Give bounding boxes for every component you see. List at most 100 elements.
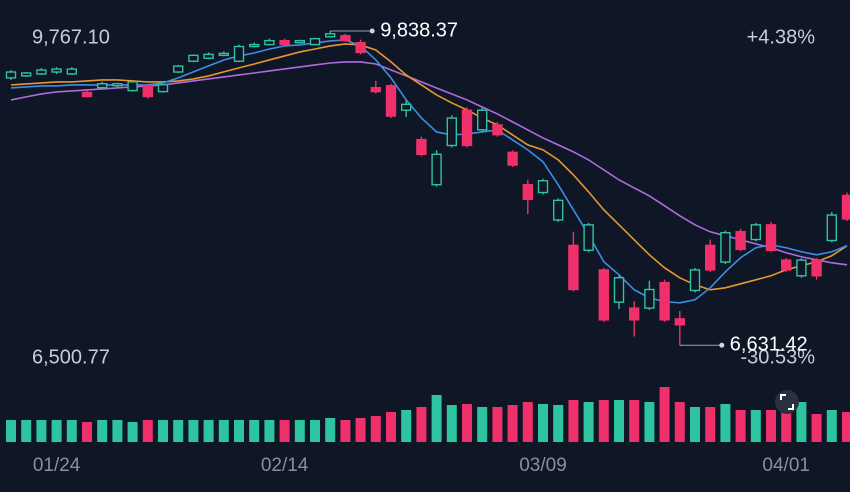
candle-body [583, 224, 594, 252]
y-tick-label: 9,767.10 [32, 26, 110, 48]
candle-body [537, 180, 549, 194]
candle-body [765, 224, 777, 252]
volume-bar [127, 422, 138, 442]
volume-bar [538, 404, 548, 442]
candle-body [598, 269, 609, 321]
volume-bar [249, 420, 260, 442]
volume-bar [386, 412, 396, 442]
volume-bar [36, 420, 47, 442]
volume-bar [173, 420, 184, 442]
volume-bar [82, 422, 92, 442]
candle-body [689, 269, 701, 292]
candle-body [294, 39, 305, 44]
candle-body [522, 183, 533, 201]
volume-bar [355, 418, 366, 442]
candle-body [659, 281, 670, 321]
volume-bar [370, 416, 381, 442]
x-tick-label: 02/14 [261, 455, 309, 476]
volume-bar [750, 410, 761, 442]
volume-bar [674, 402, 685, 442]
volume-bar [796, 402, 807, 442]
volume-bar [477, 407, 488, 442]
volume-bar [112, 420, 123, 442]
candle-body [66, 68, 78, 75]
volume-bar [811, 414, 822, 442]
volume-bar [340, 420, 351, 442]
volume-bar [279, 420, 290, 442]
x-tick-label: 01/24 [33, 455, 81, 476]
volume-bar [522, 402, 533, 442]
candle-body [477, 109, 488, 131]
candle-body [446, 117, 457, 147]
volume-bar [158, 420, 168, 442]
volume-bar [583, 402, 594, 442]
candle-body [157, 84, 169, 93]
volume-bar [690, 407, 700, 442]
candle-body [51, 68, 62, 73]
volume-bar [294, 420, 305, 442]
candle-body [416, 138, 427, 155]
candle-body [705, 244, 716, 271]
volume-bar [97, 420, 108, 442]
volume-bar [6, 420, 16, 442]
volume-bar [842, 412, 850, 442]
expand-button[interactable] [775, 390, 799, 414]
candle-body [644, 288, 655, 309]
volume-bar [659, 387, 670, 442]
y2-tick-label: +4.38% [747, 26, 816, 48]
candle-body [492, 124, 503, 136]
expand-button-bg[interactable] [775, 390, 799, 414]
annotation-label: 6,631.42 [730, 333, 808, 355]
volume-bar [234, 420, 244, 442]
volume-bar [142, 420, 153, 442]
candle-body [203, 53, 214, 59]
volume-bar [203, 420, 214, 442]
candle-body [279, 39, 290, 46]
volume-bar [826, 410, 837, 442]
candle-body [841, 194, 850, 220]
candle-body [568, 244, 579, 291]
volume-bar [51, 420, 62, 442]
candle-body [781, 259, 792, 271]
candle-body [370, 86, 381, 93]
volume-bar [66, 420, 77, 442]
volume-bar [629, 400, 640, 442]
volume-bar [614, 400, 624, 442]
volume-bar [462, 404, 472, 442]
y2-tick-label: -30.53% [741, 346, 816, 368]
expand-icon[interactable] [780, 394, 794, 410]
candle-body [218, 52, 230, 57]
candle-body [826, 214, 837, 242]
volume-bar [644, 402, 655, 442]
volume-bar [705, 407, 716, 442]
candle-body [96, 83, 108, 89]
candle-body [81, 91, 93, 98]
candle-body [21, 72, 32, 77]
volume-bar [446, 405, 457, 442]
candle-body [233, 45, 245, 62]
volume-bar [431, 395, 442, 442]
volume-bar [568, 400, 579, 442]
candle-body [5, 71, 17, 79]
volume-bar [264, 420, 275, 442]
candle-body [674, 318, 685, 326]
x-tick-label: 03/09 [519, 455, 567, 476]
volume-bar [766, 410, 776, 442]
volume-bar [416, 407, 427, 442]
candle-body [720, 231, 731, 263]
annotation-dot [719, 342, 725, 348]
candle-body [127, 81, 138, 92]
candle-body [811, 259, 822, 277]
volume-bar [401, 410, 412, 442]
volume-bar [735, 410, 746, 442]
candle-body [325, 33, 336, 38]
candle-body [36, 69, 47, 75]
volume-bar [21, 420, 32, 442]
candle-body [401, 103, 412, 111]
candle-body [553, 199, 564, 221]
candle-body [142, 85, 154, 98]
candle-body [385, 85, 397, 117]
candle-body [507, 151, 518, 166]
